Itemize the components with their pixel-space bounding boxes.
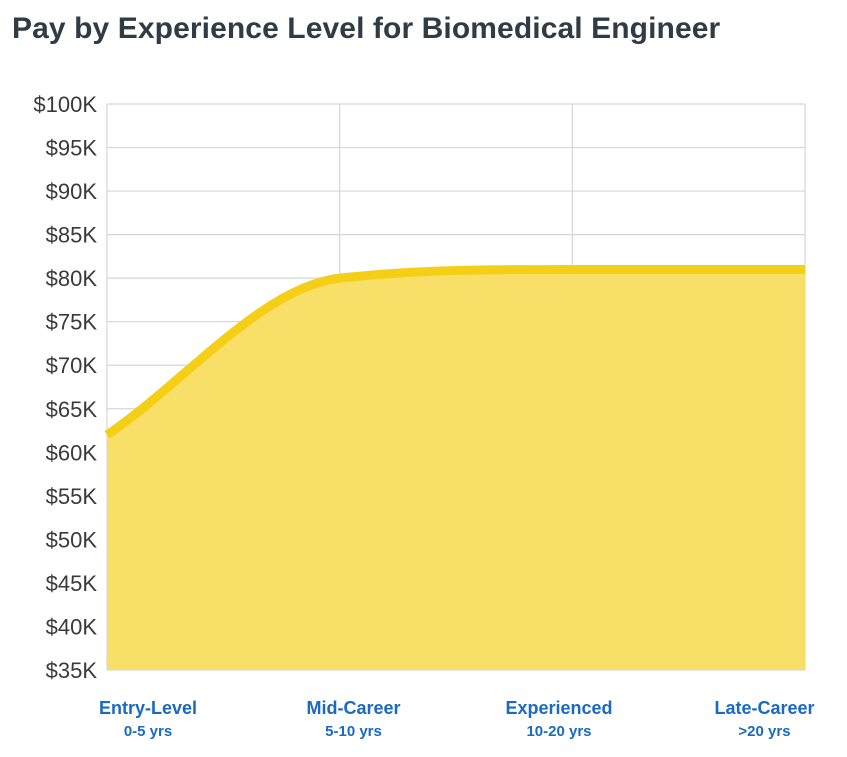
pay-area-fill <box>107 269 805 670</box>
area-layer <box>103 264 810 670</box>
x-category-sublabel: >20 yrs <box>738 723 790 740</box>
x-axis-categories: Entry-Level 0-5 yrs Mid-Career 5-10 yrs Expe… <box>99 698 815 740</box>
y-tick-label: $45K <box>46 571 98 596</box>
pay-series-line <box>104 264 805 439</box>
y-tick-label: $55K <box>46 484 98 509</box>
y-tick-label: $90K <box>46 179 98 204</box>
x-category-label: Mid-Career <box>306 698 400 718</box>
y-tick-label: $75K <box>46 310 98 335</box>
y-axis-ticks: $100K $95K $90K $85K $80K $75K $70K $65K $60K $55… <box>33 92 97 683</box>
y-tick-label: $80K <box>46 266 98 291</box>
y-tick-label: $100K <box>33 92 97 117</box>
y-tick-label: $95K <box>46 136 98 161</box>
y-tick-label: $50K <box>46 527 98 552</box>
chart-title: Pay by Experience Level for Biomedical E… <box>12 12 721 45</box>
y-tick-label: $70K <box>46 353 98 378</box>
y-tick-label: $60K <box>46 440 98 465</box>
x-category-sublabel: 5-10 yrs <box>325 723 382 740</box>
y-tick-label: $65K <box>46 397 98 422</box>
y-tick-label: $40K <box>46 614 98 639</box>
pay-data-point <box>103 430 112 439</box>
x-category-label: Experienced <box>505 698 612 718</box>
x-category-sublabel: 10-20 yrs <box>526 723 591 740</box>
pay-data-point <box>568 265 577 274</box>
x-category-label: Entry-Level <box>99 698 197 718</box>
y-tick-label: $85K <box>46 223 98 248</box>
x-category-label: Late-Career <box>714 698 814 718</box>
pay-data-point <box>335 274 344 283</box>
x-category-sublabel: 0-5 yrs <box>124 723 172 740</box>
pay-data-point <box>801 265 810 274</box>
y-tick-label: $35K <box>46 658 98 683</box>
